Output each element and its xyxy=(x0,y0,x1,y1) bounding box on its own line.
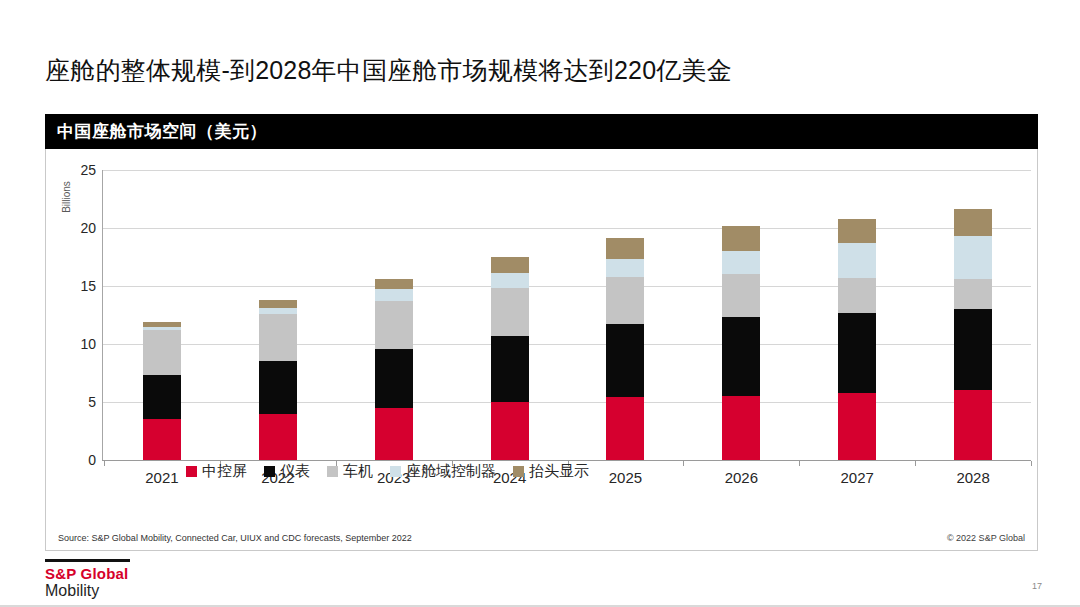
bar-segment-2026-中控屏 xyxy=(722,396,760,460)
legend-swatch-icon xyxy=(390,466,401,477)
y-tick-label: 25 xyxy=(52,162,96,178)
bar-segment-2025-仪表 xyxy=(606,324,644,397)
bar-segment-2023-车机 xyxy=(375,301,413,349)
legend-swatch-icon xyxy=(186,466,197,477)
legend-item-中控屏: 中控屏 xyxy=(186,462,247,481)
gridline-25 xyxy=(102,170,1031,171)
bar-segment-2021-抬头显示 xyxy=(143,322,181,327)
x-axis-line xyxy=(102,460,1031,461)
bar-segment-2024-抬头显示 xyxy=(491,257,529,273)
legend-swatch-icon xyxy=(264,466,275,477)
y-tick-label: 10 xyxy=(52,336,96,352)
legend-label: 座舱域控制器 xyxy=(406,462,496,481)
bar-segment-2028-仪表 xyxy=(954,309,992,390)
bar-segment-2025-车机 xyxy=(606,277,644,325)
bar-segment-2027-仪表 xyxy=(838,313,876,393)
bar-segment-2021-座舱域控制器 xyxy=(143,327,181,330)
page-title: 座舱的整体规模-到2028年中国座舱市场规模将达到220亿美金 xyxy=(45,54,732,87)
legend-item-仪表: 仪表 xyxy=(264,462,310,481)
logo-division-name: Mobility xyxy=(45,582,130,600)
y-axis-line xyxy=(102,170,103,460)
x-tick-label: 2028 xyxy=(928,469,1018,486)
legend-item-车机: 车机 xyxy=(327,462,373,481)
bar-segment-2026-抬头显示 xyxy=(722,226,760,252)
source-note: Source: S&P Global Mobility, Connected C… xyxy=(58,533,412,543)
bar-segment-2023-中控屏 xyxy=(375,408,413,460)
bar-segment-2023-仪表 xyxy=(375,349,413,408)
y-tick-label: 20 xyxy=(52,220,96,236)
x-axis-tick xyxy=(104,461,105,466)
bar-segment-2024-仪表 xyxy=(491,336,529,402)
legend-swatch-icon xyxy=(327,466,338,477)
y-tick-label: 0 xyxy=(52,452,96,468)
bar-segment-2022-仪表 xyxy=(259,361,297,413)
slide: 座舱的整体规模-到2028年中国座舱市场规模将达到220亿美金 中国座舱市场空间… xyxy=(0,0,1080,607)
bar-segment-2026-车机 xyxy=(722,274,760,317)
bar-segment-2027-座舱域控制器 xyxy=(838,243,876,278)
bar-segment-2022-中控屏 xyxy=(259,414,297,460)
bar-segment-2027-中控屏 xyxy=(838,393,876,460)
bar-segment-2028-座舱域控制器 xyxy=(954,236,992,279)
bar-segment-2022-座舱域控制器 xyxy=(259,308,297,314)
bar-segment-2028-中控屏 xyxy=(954,390,992,460)
logo-rule xyxy=(45,559,130,562)
gridline-15 xyxy=(102,286,1031,287)
bar-segment-2028-抬头显示 xyxy=(954,209,992,236)
chart-panel: 中国座舱市场空间（美元） Billions 051015202520212022… xyxy=(45,114,1038,551)
bar-segment-2027-车机 xyxy=(838,278,876,313)
x-tick-label: 2026 xyxy=(696,469,786,486)
chart-title-bar: 中国座舱市场空间（美元） xyxy=(45,114,1038,149)
bar-segment-2021-中控屏 xyxy=(143,419,181,460)
legend-label: 车机 xyxy=(343,462,373,481)
bar-segment-2025-座舱域控制器 xyxy=(606,259,644,276)
y-tick-label: 15 xyxy=(52,278,96,294)
x-axis-tick xyxy=(915,461,916,466)
bar-segment-2025-抬头显示 xyxy=(606,238,644,259)
bar-segment-2026-座舱域控制器 xyxy=(722,251,760,274)
legend-swatch-icon xyxy=(513,466,524,477)
bar-segment-2022-抬头显示 xyxy=(259,300,297,308)
bar-segment-2026-仪表 xyxy=(722,317,760,396)
legend-item-抬头显示: 抬头显示 xyxy=(513,462,589,481)
legend-label: 中控屏 xyxy=(202,462,247,481)
legend-label: 抬头显示 xyxy=(529,462,589,481)
bar-segment-2024-座舱域控制器 xyxy=(491,273,529,288)
bar-segment-2021-仪表 xyxy=(143,375,181,419)
chart-plot-area: Billions 0510152025202120222023202420252… xyxy=(46,150,1037,510)
sp-global-mobility-logo: S&P Global Mobility xyxy=(45,559,130,600)
y-tick-label: 5 xyxy=(52,394,96,410)
x-tick-label: 2025 xyxy=(580,469,670,486)
gridline-5 xyxy=(102,402,1031,403)
bar-segment-2024-车机 xyxy=(491,288,529,336)
bar-segment-2025-中控屏 xyxy=(606,397,644,460)
bar-segment-2024-中控屏 xyxy=(491,402,529,460)
legend-label: 仪表 xyxy=(280,462,310,481)
page-number: 17 xyxy=(1032,581,1042,591)
bar-segment-2021-车机 xyxy=(143,330,181,375)
chart-legend: 中控屏 仪表 车机 座舱域控制器 抬头显示 xyxy=(186,462,589,481)
bar-segment-2023-抬头显示 xyxy=(375,279,413,289)
bar-segment-2028-车机 xyxy=(954,279,992,309)
gridline-20 xyxy=(102,228,1031,229)
legend-item-座舱域控制器: 座舱域控制器 xyxy=(390,462,496,481)
x-tick-label: 2027 xyxy=(812,469,902,486)
bar-segment-2023-座舱域控制器 xyxy=(375,289,413,301)
bar-segment-2027-抬头显示 xyxy=(838,219,876,243)
logo-brand-name: S&P Global xyxy=(45,565,130,582)
x-axis-tick xyxy=(1031,461,1032,466)
x-axis-tick xyxy=(799,461,800,466)
bar-segment-2022-车机 xyxy=(259,314,297,362)
gridline-10 xyxy=(102,344,1031,345)
x-axis-tick xyxy=(683,461,684,466)
copyright-note: © 2022 S&P Global xyxy=(947,533,1025,543)
